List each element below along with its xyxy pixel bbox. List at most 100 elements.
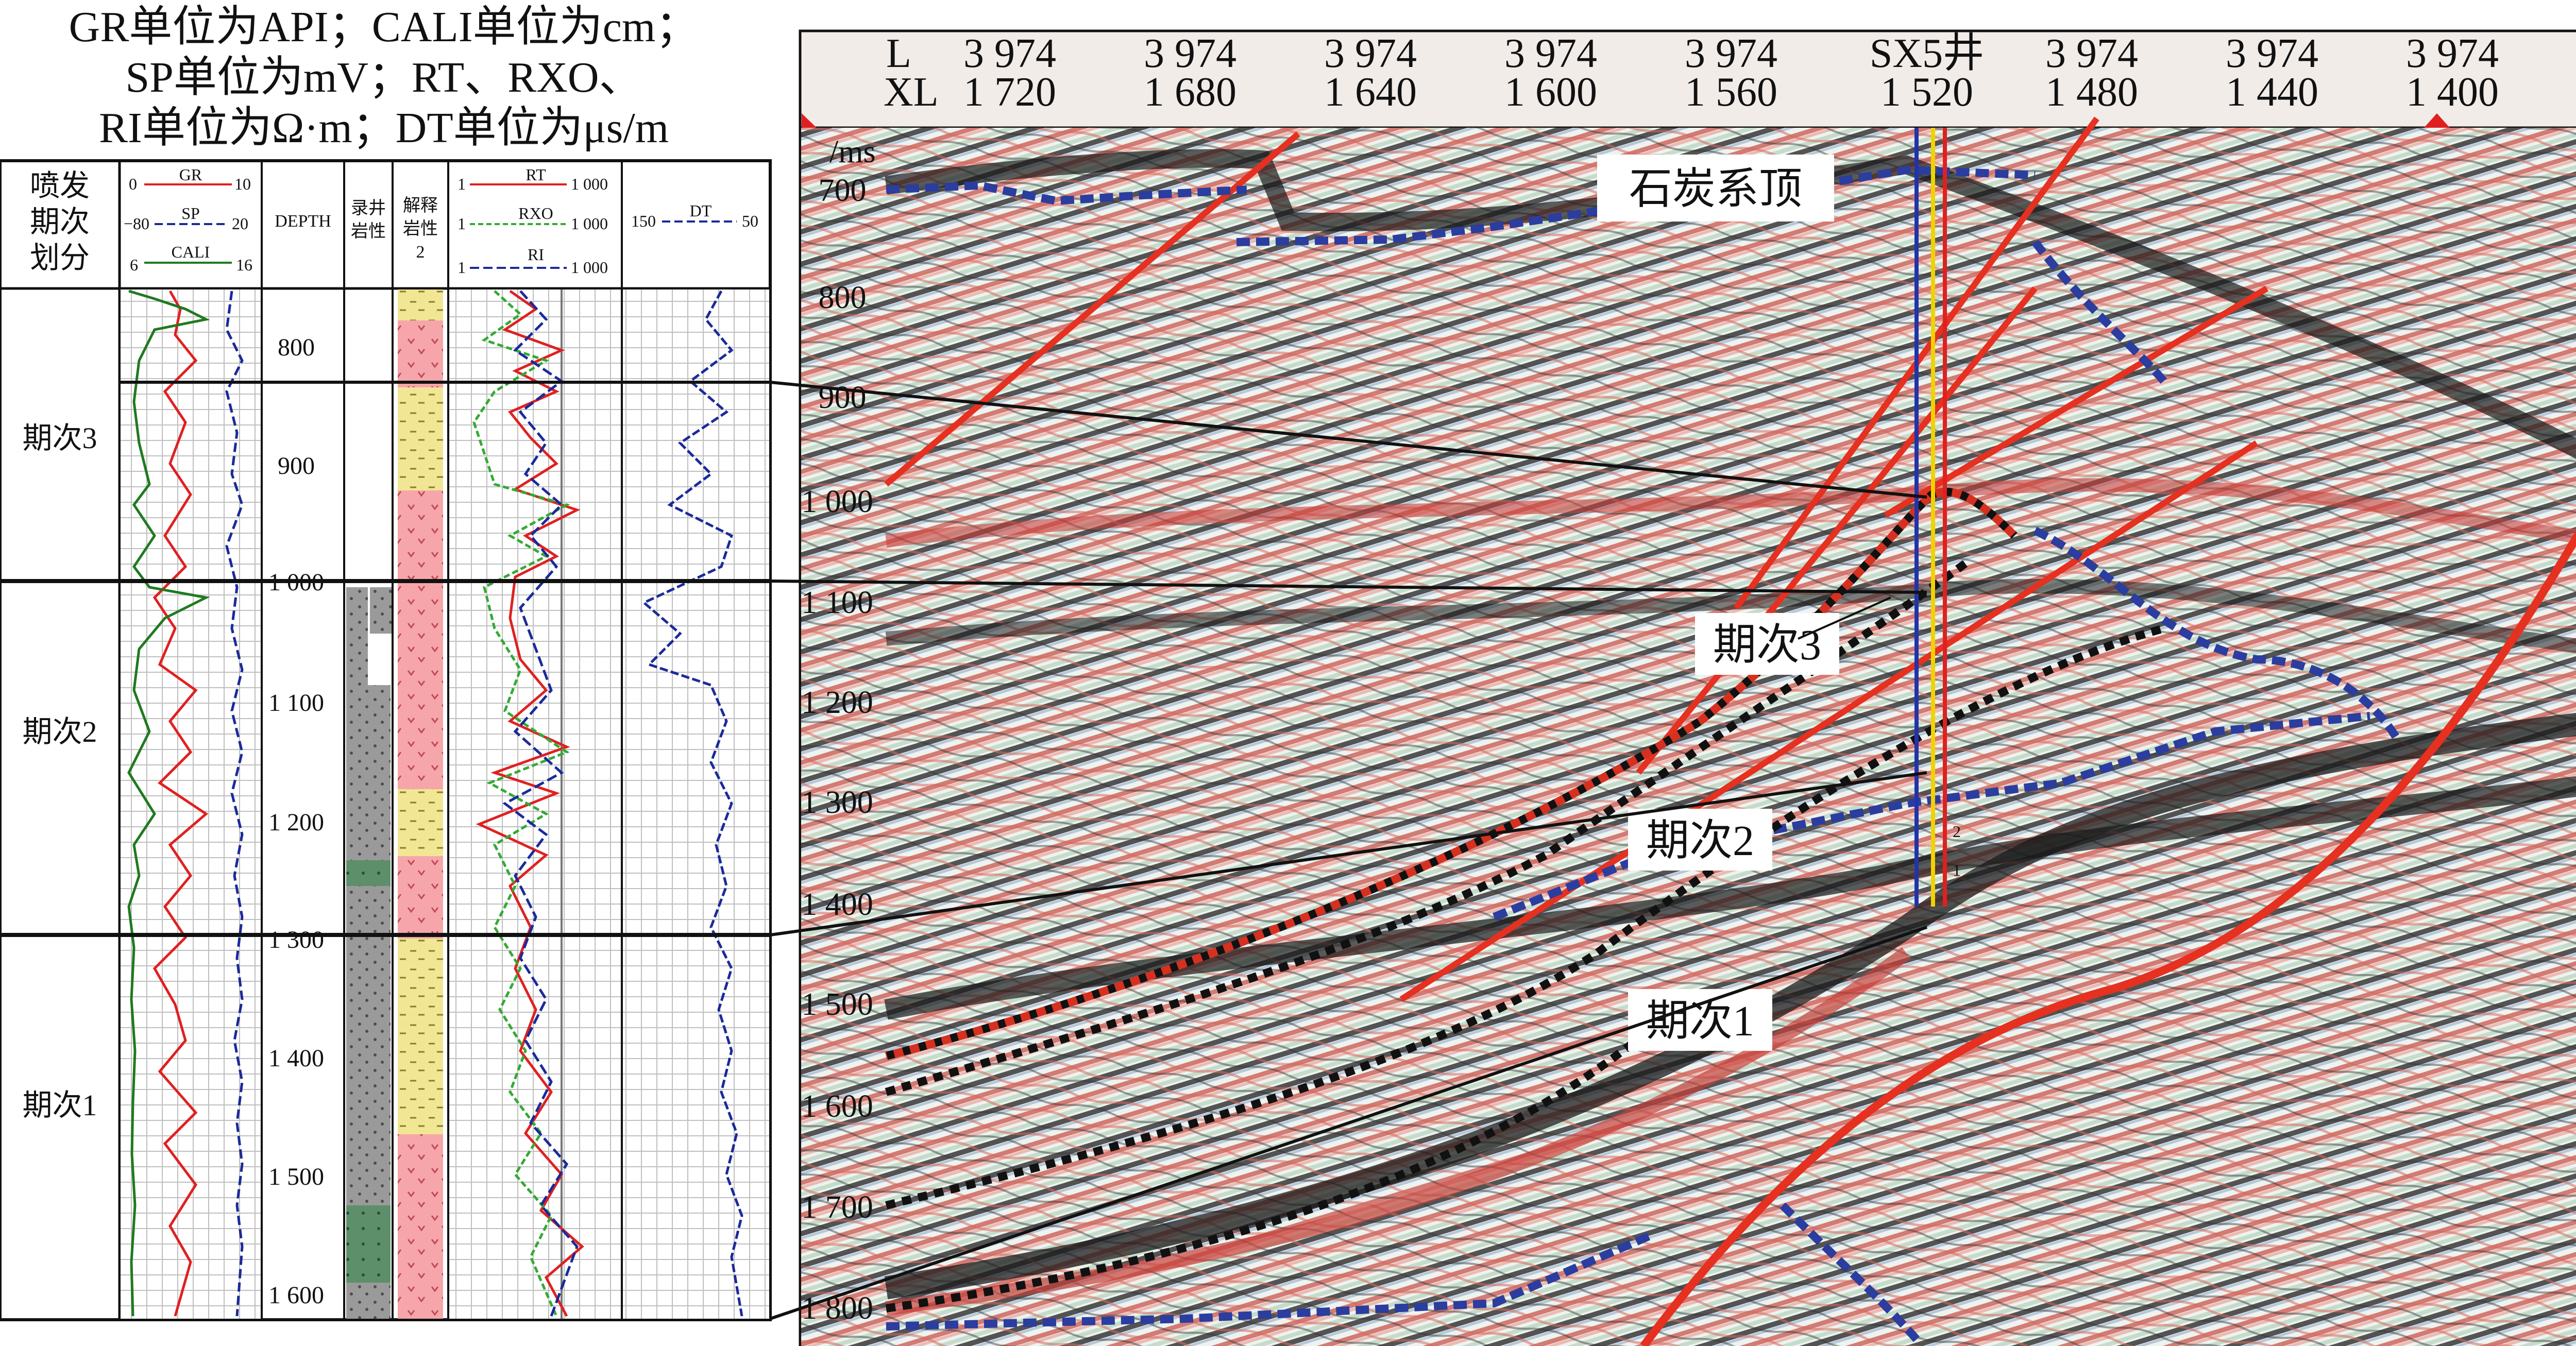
rt-min: 1 [457,175,466,193]
rt-max: 1 000 [571,175,608,193]
dt-label: DT [690,201,712,220]
interpreted-lithology-column [398,289,443,1319]
callout-leader-3 [1798,597,1891,640]
crossline-1400: 1 400 [2406,70,2499,115]
ri-curve [502,290,579,1317]
gr-track-header: GR 0 10 SP −80 20 CALI 6 16 [124,165,252,274]
depth-1600: 1 600 [268,1282,324,1309]
dt-max: 50 [742,212,758,230]
crossline-1680: 1 680 [1144,70,1236,115]
unit-note-line2: SP单位为mV；RT、RXO、 [125,54,642,101]
inline-1400: 3 974 [2406,31,2499,76]
time-700: 700 [819,173,867,208]
time-axis: /ms 700 800 900 1 000 1 100 1 200 1 300 … [801,134,875,1326]
litho-interp-header-3: 2 [416,243,425,262]
right-axis-marker [2424,113,2450,128]
well-sx5: 2 1 [1914,128,1961,907]
fault-6 [1640,530,2576,1346]
time-1300: 1 300 [801,785,873,820]
period-horizons [885,487,2165,1313]
crossline-1520: 1 520 [1880,70,1973,115]
inline-axis-label: L [886,31,911,76]
gr-min: 0 [129,175,137,193]
crossline-1440: 1 440 [2226,70,2318,115]
inline-1600: 3 974 [1504,31,1597,76]
inline-1680: 3 974 [1144,31,1236,76]
res-track-header: RT 1 1 000 RXO 1 1 000 RI 1 1 000 [457,165,608,277]
rt-label: RT [526,165,546,184]
logged-lithology-column [346,587,392,1319]
depth-1500: 1 500 [268,1163,324,1190]
ri-min: 1 [457,258,466,277]
time-1200: 1 200 [801,685,873,720]
period-column-title-3: 划分 [30,241,90,275]
sp-min: −80 [124,214,149,233]
rt-curve [476,289,584,1317]
time-1100: 1 100 [801,585,873,620]
period-label-1: 期次1 [22,1088,97,1122]
horizon-period1-top [885,624,2165,1209]
cali-max: 16 [236,255,252,274]
horizon-period1-base [885,1027,1652,1313]
ri-max: 1 000 [571,258,608,277]
crossline-1600: 1 600 [1504,70,1597,115]
time-unit: /ms [829,134,876,169]
tie-line-1000 [770,580,1927,594]
top-label-box [1597,155,1834,222]
rxo-max: 1 000 [571,214,608,233]
rxo-label: RXO [518,204,553,223]
tie-line-base [770,926,1927,1320]
horizon-period2-top [885,558,1971,1096]
litho-log-header-1: 录井 [351,198,386,218]
fault-5 [1884,285,2269,518]
crossline-1720: 1 720 [963,70,1056,115]
depth-1300: 1 300 [268,926,324,953]
unit-note-line1: GR单位为API；CALI单位为cm； [69,3,699,51]
gr-label: GR [179,165,202,184]
litho-interp-header-1: 解释 [403,196,438,215]
tie-line-top [770,381,1927,499]
depth-1100: 1 100 [268,689,324,717]
horizon-period3-top-red [885,487,2018,1060]
tie-line-1300 [770,771,1927,936]
gr-max: 10 [234,175,251,193]
period-column-title-1: 喷发 [30,169,90,202]
unit-note-line3: RI单位为Ω·m；DT单位为μs/m [99,104,669,152]
inline-1480: 3 974 [2045,31,2138,76]
cali-curve [127,289,210,1317]
well-mark-1: 1 [1953,861,1961,879]
dt-min: 150 [631,212,656,230]
period-column-title-2: 期次 [30,205,90,238]
depth-1200: 1 200 [268,809,324,836]
time-1700: 1 700 [801,1190,873,1225]
inline-1720: 3 974 [963,31,1056,76]
log-curves [127,289,743,1317]
sp-label: SP [181,204,200,223]
cali-min: 6 [130,255,138,274]
depth-header: DEPTH [275,212,331,231]
faults [884,116,2576,1346]
depth-labels: 800 900 1 000 1 100 1 200 1 300 1 400 1 … [268,334,324,1309]
time-1600: 1 600 [801,1089,873,1124]
well-name: SX5井 [1870,31,1984,76]
callout-box-3 [1695,613,1839,675]
dt-track-header: DT 150 50 [631,201,758,230]
correlation-lines [770,381,1927,1320]
carboniferous-top-label: 石炭系顶 [1629,165,1802,213]
depth-900: 900 [278,452,315,480]
inline-1440: 3 974 [2226,31,2318,76]
litho-log-header-2: 岩性 [351,222,386,241]
crossline-axis-label: XL [884,70,939,115]
time-900: 900 [819,380,867,415]
rxo-min: 1 [457,214,466,233]
crossline-1640: 1 640 [1324,70,1417,115]
crossline-1480: 1 480 [2045,70,2138,115]
well-log-panel: 喷发 期次 划分 GR 0 10 SP −80 20 CALI 6 16 DEP… [0,159,772,1321]
cali-label: CALI [172,243,210,261]
depth-1400: 1 400 [268,1045,324,1072]
period-label-3: 期次3 [22,421,97,455]
callout-period3: 期次3 [1713,621,1821,669]
callout-box-2 [1628,809,1772,871]
gr-curve [152,290,209,1317]
